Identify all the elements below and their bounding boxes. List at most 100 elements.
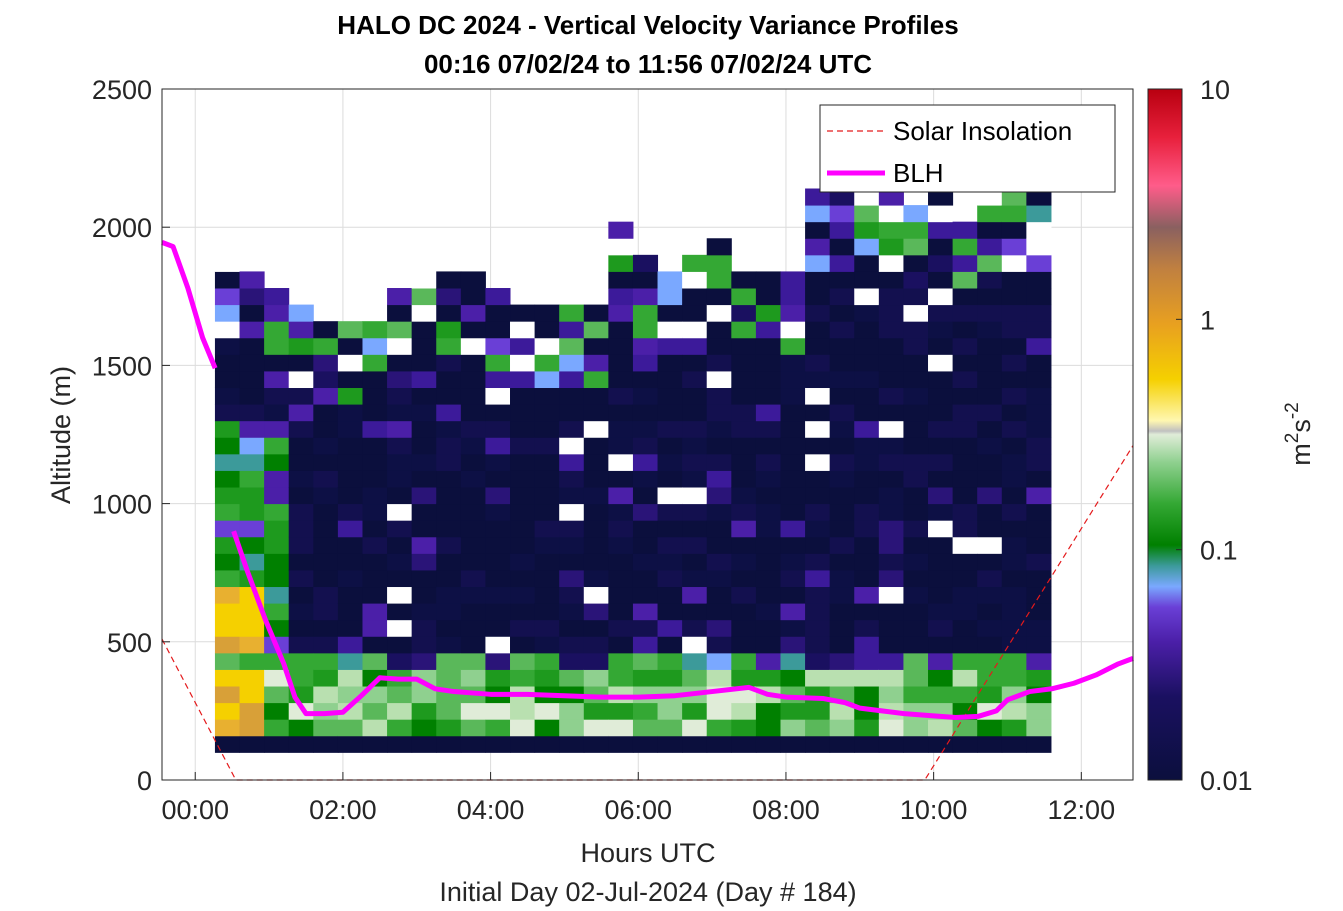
heatmap-cell bbox=[682, 536, 708, 554]
heatmap-cell bbox=[682, 719, 708, 737]
heatmap-cell bbox=[313, 652, 339, 670]
heatmap-cell bbox=[608, 370, 634, 389]
heatmap-cell bbox=[928, 321, 954, 339]
heatmap-cell bbox=[731, 321, 757, 339]
heatmap-cell bbox=[805, 603, 831, 621]
colorbar-label: m2s-2 bbox=[1282, 402, 1316, 465]
heatmap-cell bbox=[411, 619, 437, 637]
heatmap-cell bbox=[928, 603, 954, 621]
heatmap-cell bbox=[1001, 304, 1027, 322]
axes-frame bbox=[161, 88, 1134, 781]
heatmap-cell bbox=[411, 437, 437, 455]
heatmap-cell bbox=[510, 404, 536, 422]
heatmap-cell bbox=[608, 553, 634, 571]
colorbar-tick-label: 1 bbox=[1200, 305, 1215, 335]
heatmap-cell bbox=[239, 719, 265, 737]
heatmap-cell bbox=[264, 603, 290, 621]
heatmap-cell bbox=[288, 569, 314, 588]
heatmap-cell bbox=[362, 321, 388, 339]
heatmap-cell bbox=[928, 569, 954, 588]
heatmap-cell bbox=[411, 636, 437, 654]
heatmap-cell bbox=[436, 553, 462, 571]
heatmap-cell bbox=[608, 619, 634, 637]
heatmap-cell bbox=[387, 719, 413, 737]
heatmap-cell bbox=[387, 354, 413, 372]
heatmap-cell bbox=[313, 735, 339, 753]
heatmap-cell bbox=[583, 437, 609, 455]
heatmap-cell bbox=[313, 636, 339, 654]
heatmap-cell bbox=[805, 735, 831, 753]
x-axis-label: Hours UTC bbox=[580, 838, 715, 868]
heatmap-cell bbox=[411, 321, 437, 339]
y-tick-label: 2500 bbox=[92, 75, 152, 105]
heatmap-cell bbox=[337, 370, 363, 389]
heatmap-cell bbox=[1001, 536, 1027, 554]
heatmap-cell bbox=[731, 503, 757, 521]
heatmap-cell bbox=[264, 536, 290, 554]
heatmap-cell bbox=[903, 238, 929, 256]
heatmap-cell bbox=[362, 569, 388, 588]
heatmap-cell bbox=[952, 453, 978, 471]
heatmap-cell bbox=[632, 603, 659, 621]
heatmap-cell bbox=[755, 586, 781, 604]
heatmap-cell bbox=[878, 205, 904, 223]
heatmap-cell bbox=[829, 735, 855, 753]
heatmap-cell bbox=[313, 487, 339, 505]
heatmap-cell bbox=[755, 437, 781, 455]
heatmap-cell bbox=[534, 321, 560, 339]
heatmap-cell bbox=[288, 337, 314, 355]
heatmap-cell bbox=[829, 337, 855, 355]
heatmap-cell bbox=[460, 603, 486, 621]
heatmap-cell bbox=[534, 404, 560, 422]
heatmap-cell bbox=[460, 586, 486, 604]
heatmap-cell bbox=[608, 254, 634, 272]
heatmap-cell bbox=[682, 370, 708, 389]
heatmap-cell bbox=[1026, 586, 1052, 604]
heatmap-cell bbox=[706, 470, 732, 488]
heatmap-cell bbox=[706, 669, 732, 687]
heatmap-cell bbox=[411, 420, 437, 438]
heatmap-cell bbox=[780, 337, 806, 355]
heatmap-cell bbox=[239, 453, 265, 471]
heatmap-cell bbox=[903, 370, 929, 389]
heatmap-cell bbox=[854, 387, 880, 405]
heatmap-cell bbox=[829, 719, 855, 737]
heatmap-cell bbox=[952, 669, 978, 687]
heatmap-cell bbox=[829, 238, 855, 256]
heatmap-cell bbox=[313, 603, 339, 621]
heatmap-cell bbox=[632, 254, 659, 272]
heatmap-cell bbox=[682, 487, 708, 505]
heatmap-cell bbox=[780, 669, 806, 687]
chart-title: HALO DC 2024 - Vertical Velocity Varianc… bbox=[337, 10, 958, 40]
heatmap-cell bbox=[559, 636, 585, 654]
heatmap-cell bbox=[706, 238, 732, 256]
heatmap-cell bbox=[583, 470, 609, 488]
heatmap-cell bbox=[706, 288, 732, 306]
heatmap-cell bbox=[878, 453, 904, 471]
heatmap-cell bbox=[411, 271, 437, 289]
heatmap-cell bbox=[460, 288, 486, 306]
heatmap-cell bbox=[239, 636, 265, 654]
heatmap-cell bbox=[460, 354, 486, 372]
heatmap-cell bbox=[829, 321, 855, 339]
heatmap-cell bbox=[534, 669, 560, 687]
colorbar-tick-label: 0.01 bbox=[1200, 766, 1253, 796]
heatmap-cell bbox=[952, 553, 978, 571]
heatmap-cell bbox=[854, 735, 880, 753]
heatmap-cell bbox=[264, 586, 290, 604]
heatmap-cell bbox=[214, 420, 241, 438]
heatmap-cell bbox=[805, 536, 831, 554]
heatmap-cell bbox=[805, 453, 831, 471]
heatmap-cell bbox=[928, 586, 954, 604]
heatmap-cell bbox=[780, 304, 806, 322]
heatmap-cell bbox=[755, 337, 781, 355]
heatmap-cell bbox=[755, 735, 781, 753]
heatmap-cell bbox=[977, 271, 1003, 289]
heatmap-cell bbox=[977, 652, 1003, 670]
heatmap-cell bbox=[583, 453, 609, 471]
heatmap-cell bbox=[1001, 370, 1027, 389]
heatmap-cell bbox=[534, 453, 560, 471]
heatmap-cell bbox=[288, 669, 314, 687]
heatmap-cell bbox=[608, 586, 634, 604]
heatmap-cell bbox=[829, 569, 855, 588]
